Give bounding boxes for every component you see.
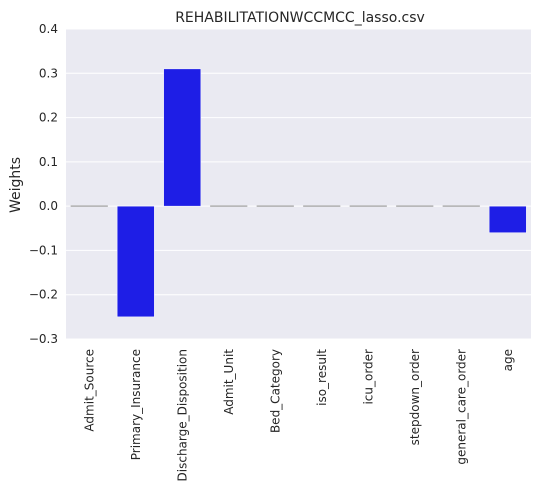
bars bbox=[70, 68, 527, 318]
y-tick-label: −0.2 bbox=[29, 288, 58, 302]
x-tick-label: icu_order bbox=[361, 349, 375, 405]
x-tick-label: age bbox=[501, 349, 515, 371]
y-tick-label: −0.3 bbox=[29, 332, 58, 346]
bar bbox=[116, 205, 155, 318]
x-axis-ticks: Admit_Source Primary_Insurance Discharge_D… bbox=[82, 349, 515, 482]
x-tick-label: Bed_Category bbox=[268, 349, 282, 433]
x-tick-label: Discharge_Disposition bbox=[175, 349, 189, 481]
x-tick-label: iso_result bbox=[315, 349, 329, 406]
bar bbox=[163, 68, 202, 207]
y-tick-label: 0.4 bbox=[39, 22, 58, 36]
y-tick-label: 0.1 bbox=[39, 155, 58, 169]
x-tick-label: Primary_Insurance bbox=[129, 349, 143, 460]
y-axis-ticks: 0.4 0.3 0.2 0.1 0.0 −0.1 −0.2 −0.3 bbox=[29, 22, 58, 346]
y-tick-label: 0.0 bbox=[39, 199, 58, 213]
x-tick-label: Admit_Source bbox=[82, 349, 96, 432]
bar bbox=[488, 205, 527, 233]
gridlines bbox=[66, 28, 531, 340]
chart-title: REHABILITATIONWCCMCC_lasso.csv bbox=[175, 10, 425, 26]
y-tick-label: −0.1 bbox=[29, 243, 58, 257]
y-tick-label: 0.3 bbox=[39, 66, 58, 80]
y-axis-label: Weights bbox=[8, 157, 24, 213]
x-tick-label: stepdown_order bbox=[408, 349, 422, 445]
x-tick-label: general_care_order bbox=[454, 349, 468, 465]
x-tick-label: Admit_Unit bbox=[222, 349, 236, 415]
y-tick-label: 0.2 bbox=[39, 111, 58, 125]
